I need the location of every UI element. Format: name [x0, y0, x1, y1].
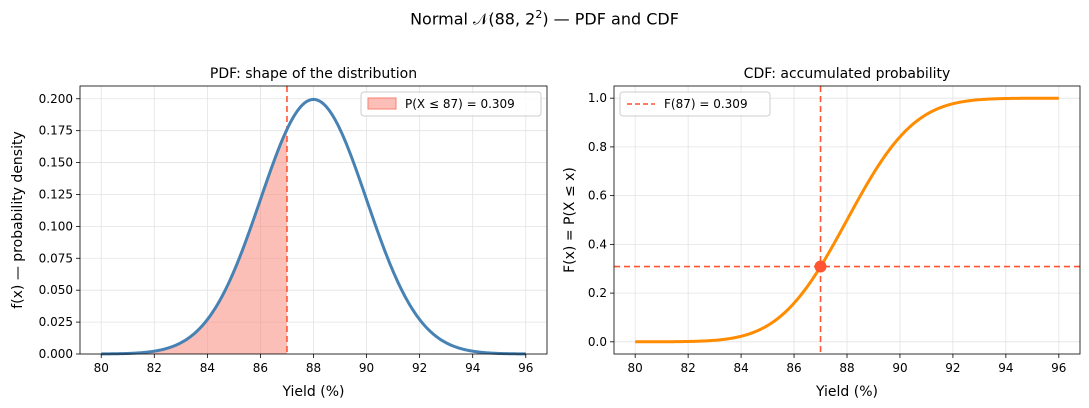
pdf-panel: PDF: shape of the distribution 80 82 84 86 8… [10, 66, 548, 400]
cdf-crosshair [614, 86, 1080, 354]
y-tick-label: 0.075 [39, 251, 73, 265]
pdf-line [101, 97, 526, 356]
pdf-y-ticks: 0.000 0.025 0.050 0.075 0.100 0.125 0.150 0.175… [39, 92, 80, 361]
x-tick-label: 96 [1051, 361, 1066, 375]
x-tick-label: 86 [786, 361, 801, 375]
cdf-y-ticks: 0.0 0.2 0.4 0.6 0.8 1.0 [588, 91, 614, 349]
pdf-grid [80, 86, 547, 355]
y-tick-label: 0.100 [39, 219, 73, 233]
cdf-title: CDF: accumulated probability [744, 66, 951, 82]
x-tick-label: 80 [94, 361, 109, 375]
y-tick-label: 0.050 [39, 283, 73, 297]
cdf-legend-box [619, 91, 771, 117]
y-tick-label: 0.8 [588, 140, 607, 154]
cdf-curve [635, 96, 1059, 344]
pdf-y-label: f(x) — probability density [10, 131, 26, 309]
x-tick-label: 94 [465, 361, 480, 375]
pdf-curve [101, 97, 526, 356]
y-tick-label: 0.6 [588, 189, 607, 203]
x-tick-label: 90 [892, 361, 907, 375]
x-tick-label: 80 [628, 361, 643, 375]
pdf-title: PDF: shape of the distribution [210, 66, 417, 82]
cdf-x-label: Yield (%) [815, 384, 878, 400]
cdf-point [814, 260, 827, 273]
y-tick-label: 0.4 [588, 237, 607, 251]
y-tick-label: 0.2 [588, 286, 607, 300]
pdf-x-label: Yield (%) [281, 384, 344, 400]
pdf-legend: P(X ≤ 87) = 0.309 [360, 91, 542, 117]
x-tick-label: 82 [147, 361, 162, 375]
x-tick-label: 92 [412, 361, 427, 375]
cdf-marker [814, 260, 827, 273]
cdf-x-ticks: 80 82 84 86 88 90 92 94 96 [628, 354, 1066, 375]
pdf-area-fill [101, 129, 287, 354]
cdf-line [635, 96, 1059, 344]
y-tick-label: 0.150 [39, 156, 73, 170]
pdf-shaded-area [101, 129, 287, 354]
x-tick-label: 84 [733, 361, 748, 375]
y-tick-label: 0.175 [39, 124, 73, 138]
x-tick-label: 88 [306, 361, 321, 375]
x-tick-label: 86 [253, 361, 268, 375]
cdf-legend-label: F(87) = 0.309 [664, 97, 748, 111]
x-tick-label: 94 [998, 361, 1013, 375]
pdf-legend-label: P(X ≤ 87) = 0.309 [405, 97, 515, 111]
x-tick-label: 92 [945, 361, 960, 375]
pdf-x-ticks: 80 82 84 86 88 90 92 94 96 [94, 354, 533, 375]
cdf-panel: CDF: accumulated probability 80 82 84 86 88 9… [562, 66, 1081, 400]
y-tick-label: 0.000 [39, 347, 73, 361]
figure-title: Normal 𝒩(88, 22) — PDF and CDF [410, 8, 679, 29]
y-tick-label: 0.025 [39, 315, 73, 329]
cdf-legend: F(87) = 0.309 [619, 91, 771, 117]
x-tick-label: 88 [839, 361, 854, 375]
x-tick-label: 82 [680, 361, 695, 375]
y-tick-label: 0.200 [39, 92, 73, 106]
cdf-y-label: F(x) = P(X ≤ x) [562, 167, 578, 273]
y-tick-label: 1.0 [588, 91, 607, 105]
y-tick-label: 0.125 [39, 187, 73, 201]
x-tick-label: 84 [200, 361, 215, 375]
y-tick-label: 0.0 [588, 335, 607, 349]
pdf-legend-swatch [367, 97, 397, 110]
pdf-legend-box [360, 91, 542, 117]
x-tick-label: 90 [359, 361, 374, 375]
x-tick-label: 96 [518, 361, 533, 375]
